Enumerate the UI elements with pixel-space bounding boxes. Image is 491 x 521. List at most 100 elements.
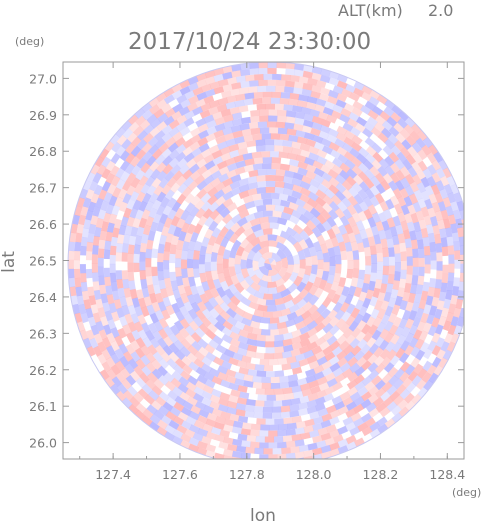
radar-cell [286,254,295,265]
radar-cell [134,108,146,119]
radar-cell [363,208,373,220]
radar-cell [349,338,361,349]
radar-cell [280,288,291,298]
radar-cell [379,110,391,122]
radar-cell [364,178,375,189]
radar-cell [209,367,220,378]
radar-cell [443,218,451,229]
radar-cell [101,349,111,361]
radar-cell [393,378,404,390]
radar-cell [392,280,400,291]
radar-cell [115,127,126,138]
radar-cell [361,91,372,102]
radar-cell [152,351,164,363]
y-axis: 26.026.126.226.326.426.526.626.726.826.9… [29,71,464,451]
radar-cell [116,134,128,146]
radar-cell [393,395,404,406]
radar-cell [333,272,341,283]
radar-cell [170,377,182,389]
radar-cell [356,278,365,289]
radar-cell [392,188,403,199]
radar-cell [179,126,191,137]
radar-cell [258,246,270,256]
radar-cell [130,145,142,157]
radar-cell [211,270,219,281]
radar-cell [291,415,302,424]
radar-cell [115,252,122,262]
radar-cell [431,159,442,171]
radar-cell [209,400,221,410]
radar-cell [450,316,459,327]
radar-cell [262,163,272,170]
radar-cell [258,234,269,243]
radar-cell [136,191,146,203]
y-tick-label: 27.0 [29,71,57,86]
radar-cell [412,201,422,213]
radar-cell [196,91,208,101]
radar-cell [163,87,175,98]
radar-cell [222,258,229,269]
radar-cell [196,79,207,88]
radar-cell [375,220,384,232]
radar-cell [385,283,394,294]
radar-cell [291,329,302,338]
radar-cell [438,159,448,171]
radar-cell [436,261,443,271]
radar-cell [190,195,201,206]
radar-cell [131,297,140,308]
radar-cell [269,222,280,230]
radar-cell [184,285,193,297]
radar-cell [224,219,235,231]
radar-cell [244,410,255,418]
radar-cell [211,149,223,160]
radar-cell [237,397,248,405]
radar-cell [128,403,139,415]
radar-cell [236,360,248,369]
radar-cell [453,307,462,318]
radar-cell [180,433,192,443]
radar-cell [125,143,136,155]
radar-cell [250,115,260,123]
radar-cell [368,96,380,107]
radar-cell [97,209,107,220]
radar-cell [222,267,231,278]
radar-cell [367,216,377,228]
radar-cell [286,264,294,275]
radar-cell [306,405,318,414]
radar-cell [247,344,258,353]
radar-cell [179,346,191,357]
radar-cell [234,99,245,108]
radar-cell [299,345,310,355]
radar-cell [225,138,237,147]
radar-cell [316,389,327,399]
radar-cell [110,327,120,338]
radar-cell [416,239,424,250]
radar-cell [228,266,237,277]
radar-cell [290,361,301,370]
radar-cell [79,188,89,200]
radar-cell [187,75,199,85]
radar-cell [411,142,422,153]
radar-cell [226,400,238,409]
radar-cell [354,366,366,377]
radar-cell [368,343,379,355]
radar-cell [337,357,348,368]
radar-cell [261,382,271,390]
radar-cell [400,251,407,261]
radar-cell [312,422,323,431]
radar-cell [178,376,190,387]
radar-cell [321,316,332,327]
radar-cell [151,248,159,259]
radar-cell [271,252,282,263]
radar-cell [157,252,164,263]
radar-cell [157,365,168,377]
radar-cell [135,377,147,389]
radar-cell [324,159,336,170]
radar-cell [386,384,398,396]
radar-cell [446,236,454,247]
radar-cell [417,160,428,172]
radar-cell [324,386,335,396]
radar-cell [277,441,287,449]
radar-cell [274,260,283,273]
radar-cell [198,254,206,265]
